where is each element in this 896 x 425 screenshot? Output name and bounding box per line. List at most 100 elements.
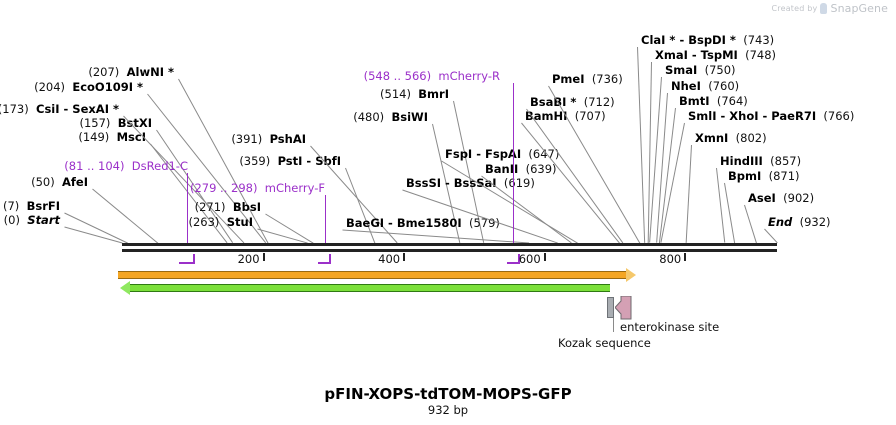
site-label-alwni: (207) AlwNI * bbox=[88, 66, 174, 79]
site-label-afei: (50) AfeI bbox=[31, 176, 88, 189]
site-name[interactable]: StuI bbox=[226, 215, 253, 229]
primer-name[interactable]: DsRed1-C bbox=[131, 159, 188, 173]
site-name[interactable]: BsiWI bbox=[391, 110, 428, 124]
site-position: (857) bbox=[770, 154, 802, 168]
site-label-baegi: BaeGI - Bme1580I (579) bbox=[346, 217, 500, 230]
site-name[interactable]: XmnI bbox=[695, 131, 729, 145]
primer-bracket-dsred1-c[interactable] bbox=[178, 254, 196, 264]
site-name[interactable]: AseI bbox=[748, 191, 776, 205]
ruler-tick-400 bbox=[403, 253, 406, 261]
site-name[interactable]: PmeI bbox=[552, 72, 585, 86]
snapgene-logo-icon bbox=[820, 3, 828, 14]
site-label-end: End (932) bbox=[768, 216, 831, 229]
site-name[interactable]: PstI - SbfI bbox=[277, 154, 341, 168]
primer-bar bbox=[318, 262, 332, 264]
site-name[interactable]: BmtI bbox=[679, 94, 710, 108]
site-name[interactable]: NheI bbox=[671, 79, 701, 93]
primer-bracket-mcherry-f[interactable] bbox=[318, 254, 332, 264]
site-name[interactable]: AfeI bbox=[62, 175, 88, 189]
site-name[interactable]: End bbox=[768, 215, 793, 229]
kozak-sequence-glyph[interactable] bbox=[607, 297, 614, 318]
primer-label-mcherry-f: (279 .. 298) mCherry-F bbox=[190, 182, 325, 195]
primer-label-dsred1-c: (81 .. 104) DsRed1-C bbox=[64, 160, 188, 173]
site-name[interactable]: BsaBI * bbox=[530, 95, 577, 109]
ruler-tick-800 bbox=[684, 253, 687, 261]
leader-line bbox=[64, 226, 123, 244]
site-position: (902) bbox=[783, 191, 815, 205]
primer-bracket-mcherry-r[interactable] bbox=[507, 254, 520, 264]
site-name[interactable]: BpmI bbox=[728, 169, 762, 183]
enterokinase-site-glyph[interactable] bbox=[615, 296, 632, 320]
leader-line bbox=[265, 213, 314, 244]
site-position: (359) bbox=[239, 154, 271, 168]
site-position: (647) bbox=[528, 147, 560, 161]
site-label-bsiwi: (480) BsiWI bbox=[353, 111, 428, 124]
primer-cap bbox=[329, 254, 332, 262]
primer-range: (279 .. 298) bbox=[189, 181, 258, 195]
site-name[interactable]: HindIII bbox=[720, 154, 763, 168]
ruler-tick-200 bbox=[262, 253, 265, 261]
site-label-xmni: XmnI (802) bbox=[695, 132, 767, 145]
site-label-ecoo109i: (204) EcoO109I * bbox=[34, 81, 143, 94]
site-name[interactable]: EcoO109I * bbox=[72, 80, 143, 94]
orange-feature-arrow[interactable] bbox=[118, 268, 638, 282]
site-name[interactable]: FspI - FspAI bbox=[445, 147, 522, 161]
ruler-tick-label-200: 200 bbox=[237, 252, 260, 266]
site-label-hindiii: HindIII (857) bbox=[720, 155, 801, 168]
site-position: (157) bbox=[79, 116, 111, 130]
site-position: (480) bbox=[353, 110, 385, 124]
site-position: (391) bbox=[231, 132, 263, 146]
site-name[interactable]: BbsI bbox=[232, 200, 261, 214]
site-position: (204) bbox=[34, 80, 66, 94]
primer-bar bbox=[507, 262, 520, 264]
site-name[interactable]: BmrI bbox=[418, 87, 449, 101]
watermark-brand: SnapGene bbox=[830, 2, 888, 15]
site-position: (0) bbox=[3, 213, 20, 227]
plasmid-length: 932 bp bbox=[427, 403, 469, 417]
kozak-sequence-label: Kozak sequence bbox=[558, 336, 651, 350]
site-label-asei: AseI (902) bbox=[748, 192, 814, 205]
site-label-bbsi: (271) BbsI bbox=[195, 201, 261, 214]
site-name[interactable]: BaeGI - Bme1580I bbox=[346, 216, 462, 230]
site-position: (7) bbox=[2, 199, 20, 213]
ruler-tick-600 bbox=[543, 253, 546, 261]
site-position: (173) bbox=[0, 102, 29, 116]
site-name[interactable]: BamHI bbox=[525, 109, 568, 123]
site-name[interactable]: SmlI - XhoI - PaeR7I bbox=[688, 109, 817, 123]
site-label-smai: SmaI (750) bbox=[665, 64, 736, 77]
leader-line bbox=[92, 188, 158, 244]
site-position: (50) bbox=[31, 175, 55, 189]
site-label-pshai: (391) PshAI bbox=[231, 133, 306, 146]
green-feature-arrow[interactable] bbox=[120, 281, 610, 295]
dna-strand-bottom bbox=[122, 249, 777, 252]
site-label-smli: SmlI - XhoI - PaeR7I (766) bbox=[688, 110, 854, 123]
site-name[interactable]: Start bbox=[27, 213, 60, 227]
leader-line bbox=[716, 167, 726, 244]
site-position: (149) bbox=[78, 130, 110, 144]
site-name[interactable]: ClaI * - BspDI * bbox=[641, 33, 736, 47]
site-name[interactable]: SmaI bbox=[665, 63, 698, 77]
site-name[interactable]: PshAI bbox=[269, 132, 306, 146]
site-label-bmri: (514) BmrI bbox=[380, 88, 449, 101]
primer-cap bbox=[517, 254, 520, 262]
site-label-bmti: BmtI (764) bbox=[679, 95, 748, 108]
site-position: (932) bbox=[799, 215, 831, 229]
site-position: (707) bbox=[574, 109, 606, 123]
primer-bar bbox=[178, 262, 196, 264]
primer-name[interactable]: mCherry-R bbox=[438, 69, 500, 83]
site-name[interactable]: XmaI - TspMI bbox=[655, 48, 738, 62]
site-name[interactable]: MscI bbox=[116, 130, 146, 144]
site-label-csii: (173) CsiI - SexAI * bbox=[0, 103, 119, 116]
site-name[interactable]: AlwNI * bbox=[126, 65, 174, 79]
site-name[interactable]: BanII bbox=[485, 162, 519, 176]
site-position: (750) bbox=[704, 63, 736, 77]
site-label-stui: (263) StuI bbox=[189, 216, 254, 229]
primer-range: (548 .. 566) bbox=[363, 69, 432, 83]
primer-name[interactable]: mCherry-F bbox=[264, 181, 325, 195]
primer-range: (81 .. 104) bbox=[64, 159, 125, 173]
site-label-pmei: PmeI (736) bbox=[552, 73, 623, 86]
site-name[interactable]: BsrFI bbox=[26, 199, 60, 213]
site-label-msci: (149) MscI bbox=[78, 131, 146, 144]
site-name[interactable]: CsiI - SexAI * bbox=[36, 102, 119, 116]
